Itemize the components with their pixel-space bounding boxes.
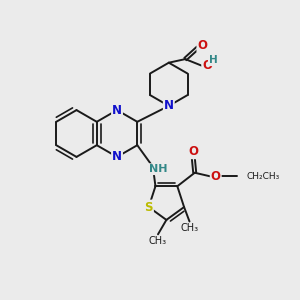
Text: N: N — [112, 150, 122, 164]
Text: O: O — [188, 145, 198, 158]
Text: O: O — [197, 39, 207, 52]
Text: NH: NH — [149, 164, 167, 174]
Text: N: N — [164, 99, 174, 112]
Text: O: O — [211, 170, 221, 183]
Text: N: N — [112, 103, 122, 117]
Text: O: O — [202, 59, 212, 72]
Text: S: S — [145, 200, 153, 214]
Text: H: H — [209, 55, 218, 65]
Text: CH₃: CH₃ — [180, 223, 199, 233]
Text: CH₂CH₃: CH₂CH₃ — [246, 172, 280, 181]
Text: CH₃: CH₃ — [149, 236, 167, 246]
